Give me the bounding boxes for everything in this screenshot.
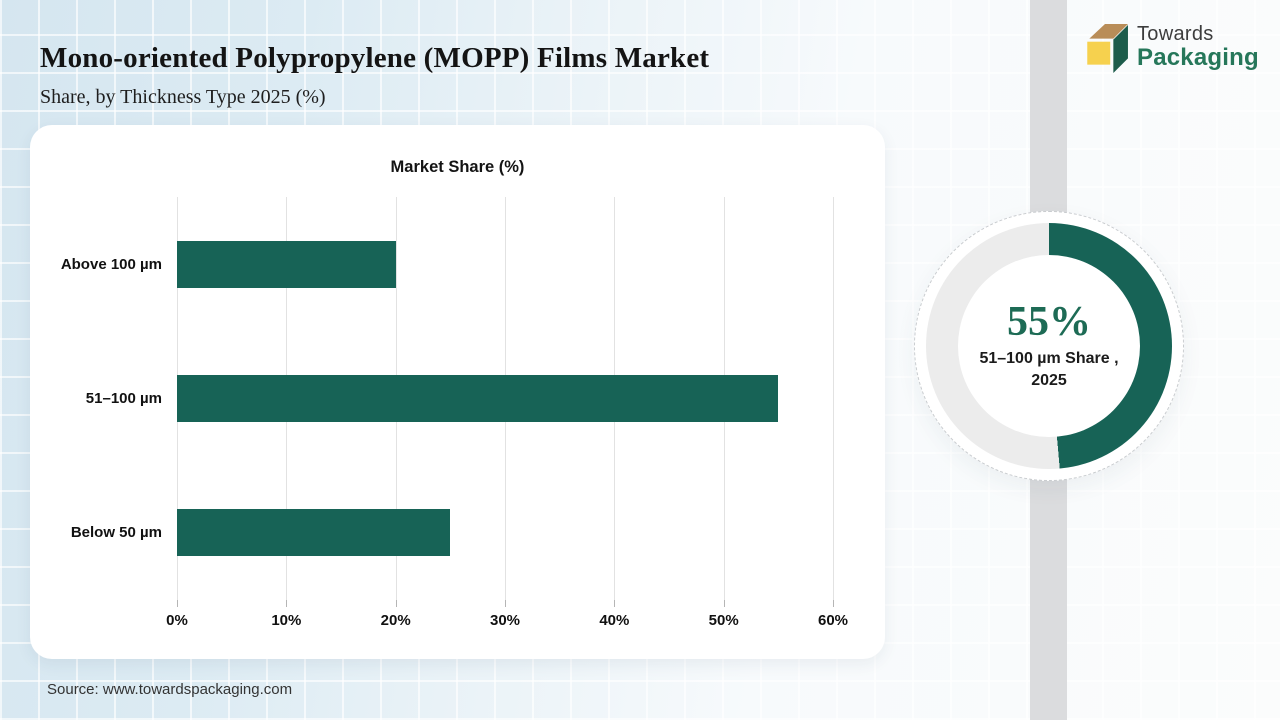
y-axis-label: 51–100 µm <box>85 389 162 407</box>
x-axis-label: 50% <box>708 612 739 629</box>
bar-chart-x-axis-ticks <box>177 600 834 607</box>
x-axis-label: 30% <box>489 612 521 629</box>
bar-chart-x-axis-labels: 0% 10% 20% 30% 40% 50% 60% <box>166 612 848 632</box>
bar-chart-title: Market Share (%) <box>390 158 525 176</box>
x-axis-label: 20% <box>380 612 411 629</box>
donut-label-line2: 2025 <box>1031 372 1067 390</box>
source-text: Source: www.towardspackaging.com <box>47 681 293 698</box>
x-axis-label: 0% <box>166 612 188 629</box>
donut-center: 55% 51–100 µm Share , 2025 <box>958 255 1140 437</box>
x-axis-tick <box>614 600 616 607</box>
x-axis-label: 60% <box>817 612 849 629</box>
logo-line-towards: Towards <box>1137 23 1214 45</box>
bar-51-100-m <box>177 374 779 422</box>
page-subtitle: Share, by Thickness Type 2025 (%) <box>40 86 326 108</box>
donut-label-line1: 51–100 µm Share , <box>979 350 1119 368</box>
x-axis-tick <box>505 600 506 607</box>
donut-center-label: 51–100 µm Share , 2025 <box>979 348 1118 391</box>
x-axis-tick <box>723 600 725 607</box>
x-axis-tick <box>177 600 178 607</box>
page-title: Mono-oriented Polypropylene (MOPP) Films… <box>40 42 710 74</box>
x-axis-tick <box>286 600 288 607</box>
bar-below-50-m <box>177 509 451 557</box>
logo-text: Towards Packaging <box>1137 16 1259 71</box>
donut-percentage-value: 55% <box>1007 299 1091 346</box>
x-axis-label: 40% <box>599 612 630 629</box>
y-axis-label: Below 50 µm <box>70 524 162 542</box>
donut-chart: 55% 51–100 µm Share , 2025 <box>914 211 1184 481</box>
gridline <box>833 197 834 600</box>
bar-chart-card: Market Share (%) Above 100 µm 51–100 µm Be… <box>30 125 885 659</box>
logo-line-packaging: Packaging <box>1137 44 1259 71</box>
towards-packaging-logo: Towards Packaging <box>1081 16 1259 78</box>
x-axis-tick <box>833 600 834 607</box>
bar-above-100-m <box>177 240 396 288</box>
x-axis-label: 10% <box>271 612 302 629</box>
bar-chart-y-axis-labels: Above 100 µm 51–100 µm Below 50 µm <box>30 197 162 600</box>
x-axis-tick <box>395 600 397 607</box>
bar-plot <box>177 197 834 600</box>
y-axis-label: Above 100 µm <box>60 255 162 273</box>
packaging-box-icon <box>1087 23 1128 73</box>
